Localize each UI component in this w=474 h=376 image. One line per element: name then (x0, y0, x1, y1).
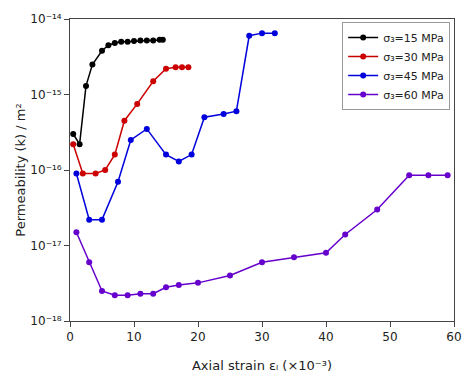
svg-text:10⁻¹⁶: 10⁻¹⁶ (30, 163, 61, 177)
svg-text:σ₃=15 MPa: σ₃=15 MPa (383, 32, 443, 45)
svg-text:Permeability (k) / m²: Permeability (k) / m² (13, 103, 28, 236)
svg-text:10⁻¹⁴: 10⁻¹⁴ (30, 12, 61, 26)
svg-text:0: 0 (66, 330, 74, 344)
svg-text:Axial strain εₗ (×10⁻³): Axial strain εₗ (×10⁻³) (192, 358, 332, 373)
svg-text:50: 50 (382, 330, 397, 344)
svg-text:10⁻¹⁵: 10⁻¹⁵ (30, 88, 61, 102)
svg-text:20: 20 (190, 330, 205, 344)
svg-text:30: 30 (254, 330, 269, 344)
svg-text:10⁻¹⁸: 10⁻¹⁸ (30, 314, 61, 328)
svg-text:40: 40 (318, 330, 333, 344)
svg-text:10⁻¹⁷: 10⁻¹⁷ (30, 239, 61, 253)
svg-text:σ₃=30 MPa: σ₃=30 MPa (383, 51, 443, 64)
svg-text:60: 60 (446, 330, 461, 344)
svg-text:σ₃=45 MPa: σ₃=45 MPa (383, 70, 443, 83)
svg-text:10: 10 (126, 330, 141, 344)
svg-text:σ₃=60 MPa: σ₃=60 MPa (383, 89, 443, 102)
